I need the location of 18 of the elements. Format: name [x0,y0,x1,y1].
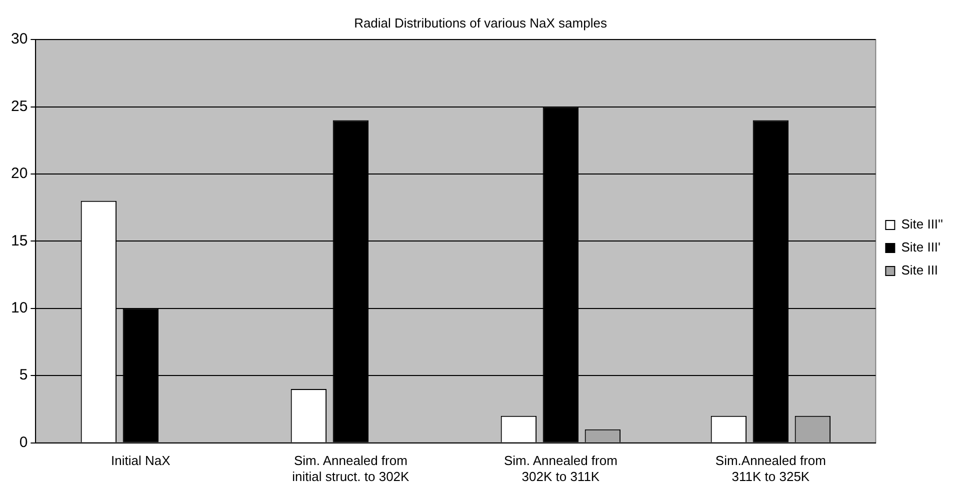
category-label: 302K to 311K [522,468,600,484]
y-tick-label: 15 [10,232,28,250]
category-label: Sim. Annealed from [504,453,618,468]
legend-label: Site III [901,262,938,278]
y-tick-label: 25 [10,98,28,115]
legend-label: Site III' [901,240,941,255]
y-tick-label: 0 [19,434,28,451]
chart-title: Radial Distributions of various NaX samples [354,15,608,30]
category-label: Sim. Annealed from [294,453,408,468]
category-label: initial struct. to 302K [292,468,410,484]
y-tick-label: 20 [10,165,28,182]
category-label: 311K to 325K [732,468,810,484]
y-tick-label: 30 [10,30,28,48]
category-label: Sim.Annealed from [715,453,826,468]
y-tick-label: 5 [19,366,28,384]
legend-label: Site III'' [901,216,943,232]
y-tick-label: 10 [10,300,28,317]
x-tick-label: Initial NaX [111,453,171,468]
